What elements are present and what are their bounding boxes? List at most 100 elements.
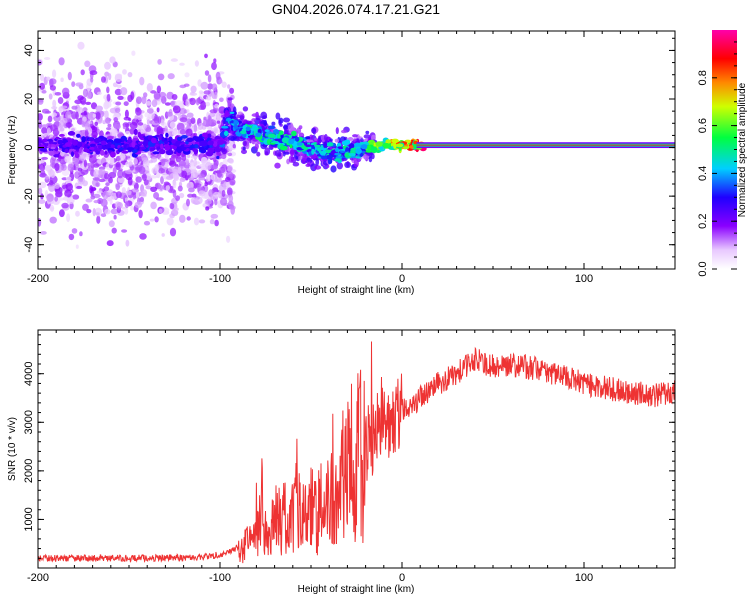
noise-cell — [221, 190, 226, 197]
ridge-cell — [199, 140, 208, 147]
noise-cell — [205, 101, 211, 107]
noise-cell — [150, 201, 157, 210]
noise-cell — [174, 163, 179, 167]
noise-cell — [195, 183, 202, 187]
noise-cell — [129, 127, 135, 135]
ridge-cell — [164, 140, 168, 145]
cloud-cell — [309, 134, 314, 140]
noise-cell — [39, 82, 45, 90]
noise-cell — [59, 119, 64, 129]
noise-cell — [58, 57, 65, 66]
noise-cell — [172, 179, 177, 189]
noise-cell — [166, 111, 173, 117]
spectrogram-xtick-label: -200 — [27, 273, 49, 285]
ridge-cell — [274, 138, 281, 142]
ridge-cell — [127, 136, 132, 143]
ridge-cell — [38, 143, 42, 146]
noise-cell — [68, 233, 75, 241]
noise-cell — [207, 74, 212, 83]
noise-cell — [210, 165, 218, 170]
noise-cell — [171, 94, 178, 100]
noise-cell — [157, 116, 162, 125]
noise-cell — [227, 152, 233, 157]
cloud-cell — [334, 138, 340, 143]
noise-cell — [41, 90, 47, 94]
noise-cell — [131, 188, 140, 193]
ridge-cell — [360, 144, 368, 150]
noise-cell — [205, 206, 210, 211]
noise-cell — [71, 127, 76, 132]
noise-cell — [198, 219, 206, 224]
ridge-cell — [335, 147, 339, 153]
noise-cell — [150, 186, 158, 192]
noise-cell — [46, 122, 53, 126]
noise-cell — [163, 181, 170, 186]
noise-cell — [195, 98, 200, 106]
cloud-cell — [262, 115, 268, 119]
noise-cell — [60, 77, 64, 83]
noise-cell — [61, 202, 69, 209]
noise-cell — [116, 84, 122, 88]
cloud-cell — [288, 155, 294, 163]
noise-cell — [200, 81, 209, 90]
snr-ytick-label: 4000 — [23, 361, 35, 385]
ridge-cell — [176, 136, 183, 141]
noise-cell — [150, 157, 158, 163]
noise-cell — [139, 196, 144, 202]
cloud-cell — [279, 123, 283, 127]
cloud-cell — [352, 134, 358, 138]
snr-ytick-label: 2000 — [23, 459, 35, 483]
noise-cell — [112, 82, 118, 88]
noise-cell — [207, 115, 211, 121]
noise-cell — [179, 192, 185, 199]
ridge-cell — [50, 146, 56, 150]
ridge-cell — [100, 140, 107, 146]
noise-cell — [164, 102, 171, 106]
cloud-cell — [371, 134, 376, 142]
noise-cell — [141, 157, 148, 163]
ridge-cell — [165, 132, 169, 138]
noise-cell — [225, 177, 231, 182]
carrier-core — [416, 144, 675, 146]
noise-cell — [130, 205, 134, 211]
noise-cell — [92, 177, 100, 181]
ridge-cell — [245, 126, 251, 132]
ridge-cell — [361, 150, 366, 154]
noise-cell — [120, 87, 128, 96]
noise-cell — [111, 192, 117, 200]
noise-cell — [165, 175, 174, 180]
noise-cell — [67, 71, 72, 81]
ridge-cell — [64, 148, 69, 154]
noise-cell — [139, 76, 145, 86]
noise-cell — [66, 213, 71, 223]
noise-cell — [143, 123, 148, 130]
noise-cell — [51, 112, 58, 117]
noise-cell — [204, 53, 208, 59]
noise-cell — [215, 150, 221, 157]
noise-cell — [116, 202, 123, 209]
ridge-cell — [84, 144, 89, 148]
noise-cell — [96, 215, 101, 224]
cloud-cell — [242, 106, 249, 112]
ridge-cell — [273, 129, 280, 135]
noise-cell — [179, 177, 186, 182]
noise-cell — [46, 193, 54, 202]
noise-cell — [198, 190, 206, 197]
noise-cell — [204, 118, 212, 127]
noise-cell — [158, 91, 167, 98]
noise-cell — [189, 97, 197, 106]
noise-cell — [115, 191, 122, 199]
cloud-cell — [287, 124, 294, 132]
noise-cell — [169, 160, 176, 167]
noise-cell — [189, 169, 198, 173]
cloud-cell — [236, 114, 241, 119]
noise-cell — [93, 200, 100, 204]
cloud-cell — [232, 144, 236, 149]
colorbar: 0.0 0.2 0.4 0.6 0.8 Normalized spectral ampl… — [697, 30, 748, 277]
noise-cell — [80, 69, 85, 76]
snr-xtick-label: 0 — [399, 572, 405, 584]
ridge-cell — [121, 150, 129, 154]
noise-cell — [124, 201, 129, 209]
cloud-cell — [241, 149, 247, 155]
snr-xtick-label: -200 — [27, 572, 49, 584]
